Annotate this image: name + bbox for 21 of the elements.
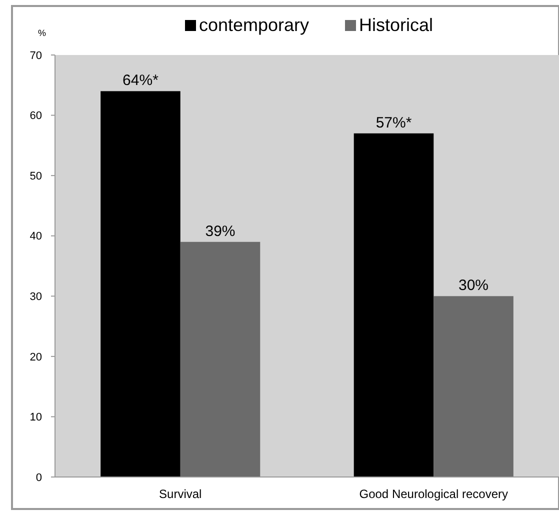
x-tick-label: Survival: [159, 487, 202, 501]
legend-label: Historical: [359, 15, 434, 35]
data-label: 30%: [458, 277, 489, 294]
legend-label: contemporary: [199, 15, 310, 35]
y-tick-label: 40: [30, 230, 42, 243]
y-axis-title: %: [38, 28, 46, 38]
y-tick-label: 0: [36, 472, 42, 484]
data-label: 64%*: [122, 72, 159, 90]
bar: [434, 296, 514, 477]
y-tick-label: 70: [30, 50, 42, 62]
bar: [354, 133, 434, 477]
y-tick-label: 50: [30, 170, 42, 182]
bar: [100, 91, 180, 477]
bar: [180, 242, 260, 477]
y-tick-label: 30: [30, 290, 42, 303]
data-label: 39%: [205, 222, 236, 240]
data-label: 57%*: [376, 114, 412, 132]
x-tick-label: Good Neurological recovery: [359, 487, 508, 501]
y-tick-label: 10: [30, 412, 42, 424]
y-tick-label: 20: [30, 351, 42, 364]
y-tick-label: 60: [30, 110, 42, 122]
